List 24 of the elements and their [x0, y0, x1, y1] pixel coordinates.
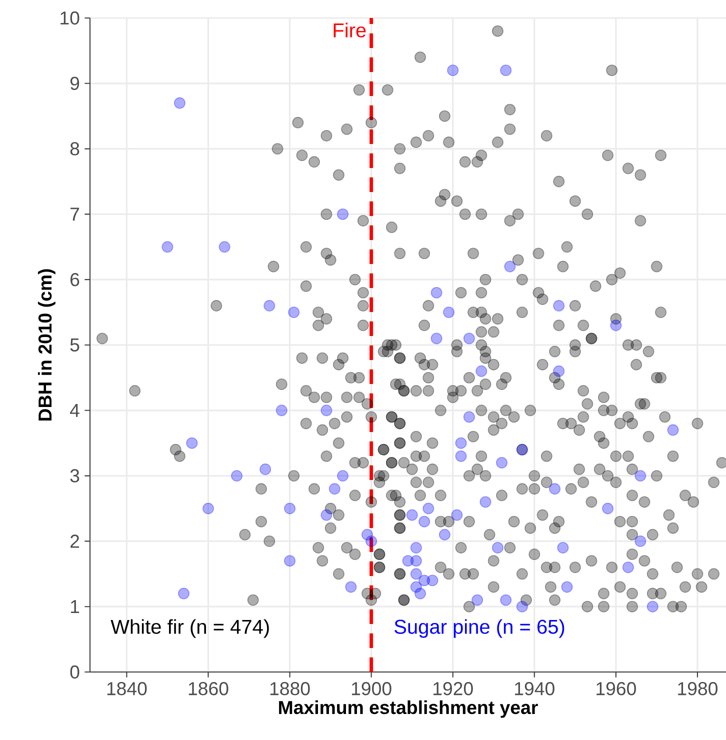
x-tick-label: 1860	[188, 682, 228, 696]
y-tick-label: 7	[70, 208, 80, 221]
y-tick-label: 9	[70, 76, 80, 90]
ref-line-label: Fire	[334, 22, 366, 38]
y-tick-label: 0	[70, 665, 80, 679]
y-tick-label: 8	[70, 142, 80, 156]
x-tick-label: 1920	[434, 682, 473, 696]
y-tick-label: 10	[60, 11, 80, 25]
series-label: Sugar pine (n = 65)	[394, 619, 564, 638]
y-tick-label: 1	[70, 600, 80, 614]
y-tick-label: 5	[70, 338, 80, 352]
y-tick-label: 6	[70, 272, 80, 286]
x-tick-label: 1880	[270, 682, 310, 696]
x-tick-label: 1960	[596, 682, 636, 696]
y-axis-title: DBH in 2010 (cm)	[38, 269, 56, 421]
x-tick-label: 1940	[515, 682, 554, 696]
x-tick-label: 1980	[678, 682, 718, 696]
y-tick-label: 3	[70, 469, 80, 482]
y-tick-label: 4	[70, 404, 80, 417]
x-tick-label: 1900	[352, 682, 392, 696]
x-axis-title: Maximum establishment year	[279, 700, 538, 718]
y-tick-label: 2	[70, 534, 80, 548]
x-tick-label: 1840	[107, 682, 147, 696]
series-label: White fir (n = 474)	[110, 619, 269, 638]
